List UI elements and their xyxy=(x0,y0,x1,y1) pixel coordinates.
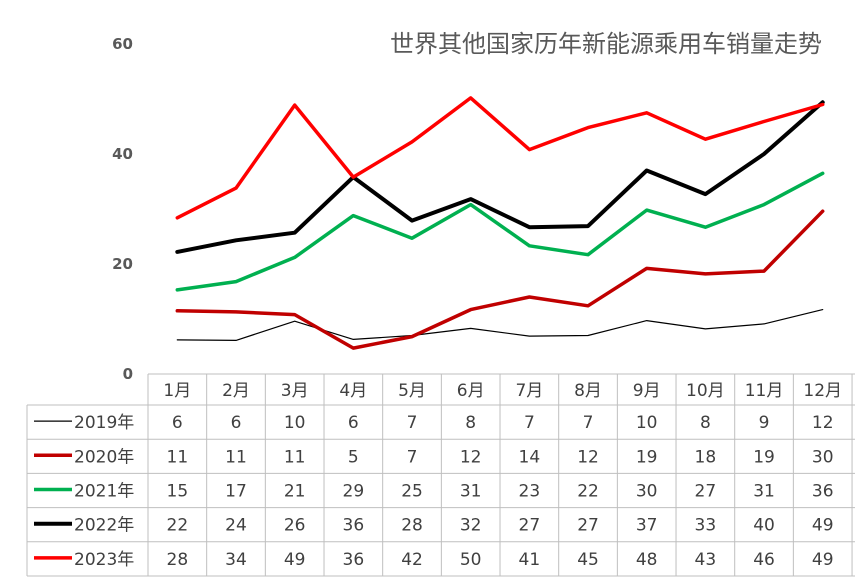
table-cell: 8 xyxy=(465,413,476,433)
table-cell: 11 xyxy=(225,447,247,467)
table-cell: 50 xyxy=(460,550,482,570)
series-line-2019年 xyxy=(176,309,824,341)
table-cell: 48 xyxy=(636,550,658,570)
table-cell: 42 xyxy=(401,550,423,570)
table-cell: 19 xyxy=(753,447,775,467)
x-tick-label: 6月 xyxy=(457,381,485,401)
x-tick-label: 1月 xyxy=(163,381,191,401)
x-tick-label: 3月 xyxy=(281,381,309,401)
series-lines xyxy=(175,96,825,350)
x-tick-label: 11月 xyxy=(745,381,784,401)
table-cell: 22 xyxy=(577,482,599,502)
table-cell: 12 xyxy=(812,413,834,433)
table-cell: 12 xyxy=(577,447,599,467)
table-cell: 7 xyxy=(407,413,418,433)
x-tick-label: 9月 xyxy=(633,381,661,401)
table-cell: 6 xyxy=(231,413,242,433)
table-cell: 36 xyxy=(343,516,365,536)
legend-label: 2021年 xyxy=(74,482,134,502)
table-cell: 28 xyxy=(167,550,189,570)
table-cell: 33 xyxy=(695,516,717,536)
table-cell: 6 xyxy=(172,413,183,433)
table-cell: 29 xyxy=(343,482,365,502)
x-tick-label: 2月 xyxy=(222,381,250,401)
table-cell: 19 xyxy=(636,447,658,467)
table-cell: 37 xyxy=(636,516,658,536)
table-cell: 22 xyxy=(167,516,189,536)
y-tick-label: 40 xyxy=(112,145,133,163)
table-cell: 9 xyxy=(759,413,770,433)
table-cell: 11 xyxy=(284,447,306,467)
legend-label: 2023年 xyxy=(74,550,134,570)
x-tick-label: 7月 xyxy=(515,381,543,401)
table-cell: 17 xyxy=(225,482,247,502)
table-cell: 32 xyxy=(460,516,482,536)
table-cell: 49 xyxy=(284,550,306,570)
y-tick-label: 60 xyxy=(112,35,133,53)
table-cell: 45 xyxy=(577,550,599,570)
table-cell: 23 xyxy=(519,482,541,502)
table-cell: 11 xyxy=(167,447,189,467)
table-cell: 27 xyxy=(695,482,717,502)
table-cell: 7 xyxy=(524,413,535,433)
table-cell: 34 xyxy=(225,550,247,570)
table-cell: 36 xyxy=(343,550,365,570)
table-cell: 7 xyxy=(583,413,594,433)
table-cell: 21 xyxy=(284,482,306,502)
table-cell: 36 xyxy=(812,482,834,502)
table-cell: 6 xyxy=(348,413,359,433)
legend-label: 2022年 xyxy=(74,516,134,536)
series-line-2023年 xyxy=(175,96,825,220)
x-tick-label: 8月 xyxy=(574,381,602,401)
x-tick-label: 4月 xyxy=(339,381,367,401)
legend-label: 2019年 xyxy=(74,413,134,433)
table-cell: 49 xyxy=(812,516,834,536)
x-tick-label: 5月 xyxy=(398,381,426,401)
legend-label: 2020年 xyxy=(74,447,134,467)
table-cell: 30 xyxy=(636,482,658,502)
chart-title: 世界其他国家历年新能源乘用车销量走势 xyxy=(390,30,822,58)
table-cell: 8 xyxy=(700,413,711,433)
table-cell: 10 xyxy=(284,413,306,433)
y-tick-label: 0 xyxy=(123,365,133,383)
table-cell: 40 xyxy=(753,516,775,536)
x-tick-label: 12月 xyxy=(803,381,842,401)
y-tick-label: 20 xyxy=(112,255,133,273)
series-line-2021年 xyxy=(175,171,825,292)
table-cell: 30 xyxy=(812,447,834,467)
series-line-2020年 xyxy=(175,209,825,350)
table-cell: 49 xyxy=(812,550,834,570)
table-cell: 27 xyxy=(519,516,541,536)
data-table: 1月 2月 3月 4月 5月 6月 7月 8月 9月 10月 11月 12月 2019年 6 6 10 6 7 8 7… xyxy=(26,373,855,577)
table-cell: 12 xyxy=(460,447,482,467)
table-cell: 18 xyxy=(695,447,717,467)
table-cell: 15 xyxy=(167,482,189,502)
table-cell: 7 xyxy=(407,447,418,467)
table-cell: 31 xyxy=(753,482,775,502)
table-cell: 43 xyxy=(695,550,717,570)
table-cell: 31 xyxy=(460,482,482,502)
table-cell: 26 xyxy=(284,516,306,536)
table-cell: 14 xyxy=(519,447,541,467)
table-cell: 25 xyxy=(401,482,423,502)
table-cell: 27 xyxy=(577,516,599,536)
y-axis-ticks: 0 20 40 60 xyxy=(112,35,133,383)
table-cell: 24 xyxy=(225,516,247,536)
table-cell: 10 xyxy=(636,413,658,433)
table-cell: 46 xyxy=(753,550,775,570)
table-cell: 41 xyxy=(519,550,541,570)
x-tick-label: 10月 xyxy=(686,381,725,401)
series-line-2022年 xyxy=(175,100,825,254)
table-cell: 28 xyxy=(401,516,423,536)
table-cell: 5 xyxy=(348,447,359,467)
